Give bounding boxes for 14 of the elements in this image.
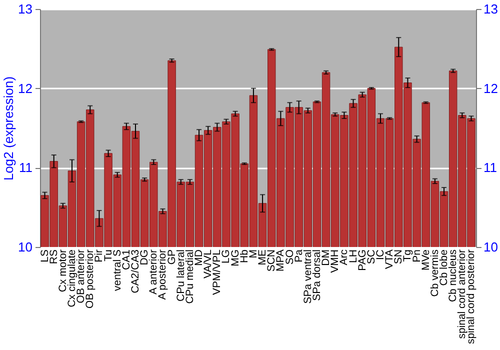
x-tick-label: DG bbox=[138, 250, 151, 266]
y-tick-label: 10 bbox=[18, 240, 32, 254]
y-tick-label: 13 bbox=[18, 2, 32, 16]
x-tick-label: spinal cord posterior bbox=[465, 248, 478, 344]
y2-tick-label: 11 bbox=[484, 160, 497, 176]
y2-tick-label: 12 bbox=[484, 80, 498, 96]
y2-tick-label: 10 bbox=[484, 240, 498, 254]
y-tick-label: 12 bbox=[18, 80, 32, 96]
y-tick-label: 11 bbox=[19, 160, 32, 176]
x-tick-label: LG bbox=[220, 250, 232, 264]
y-axis-title: Log2 (expression) bbox=[1, 76, 16, 181]
x-tick-label: Tg bbox=[402, 249, 414, 262]
y2-tick-label: 13 bbox=[484, 2, 498, 16]
x-tick-label: CPu medial bbox=[184, 250, 196, 304]
